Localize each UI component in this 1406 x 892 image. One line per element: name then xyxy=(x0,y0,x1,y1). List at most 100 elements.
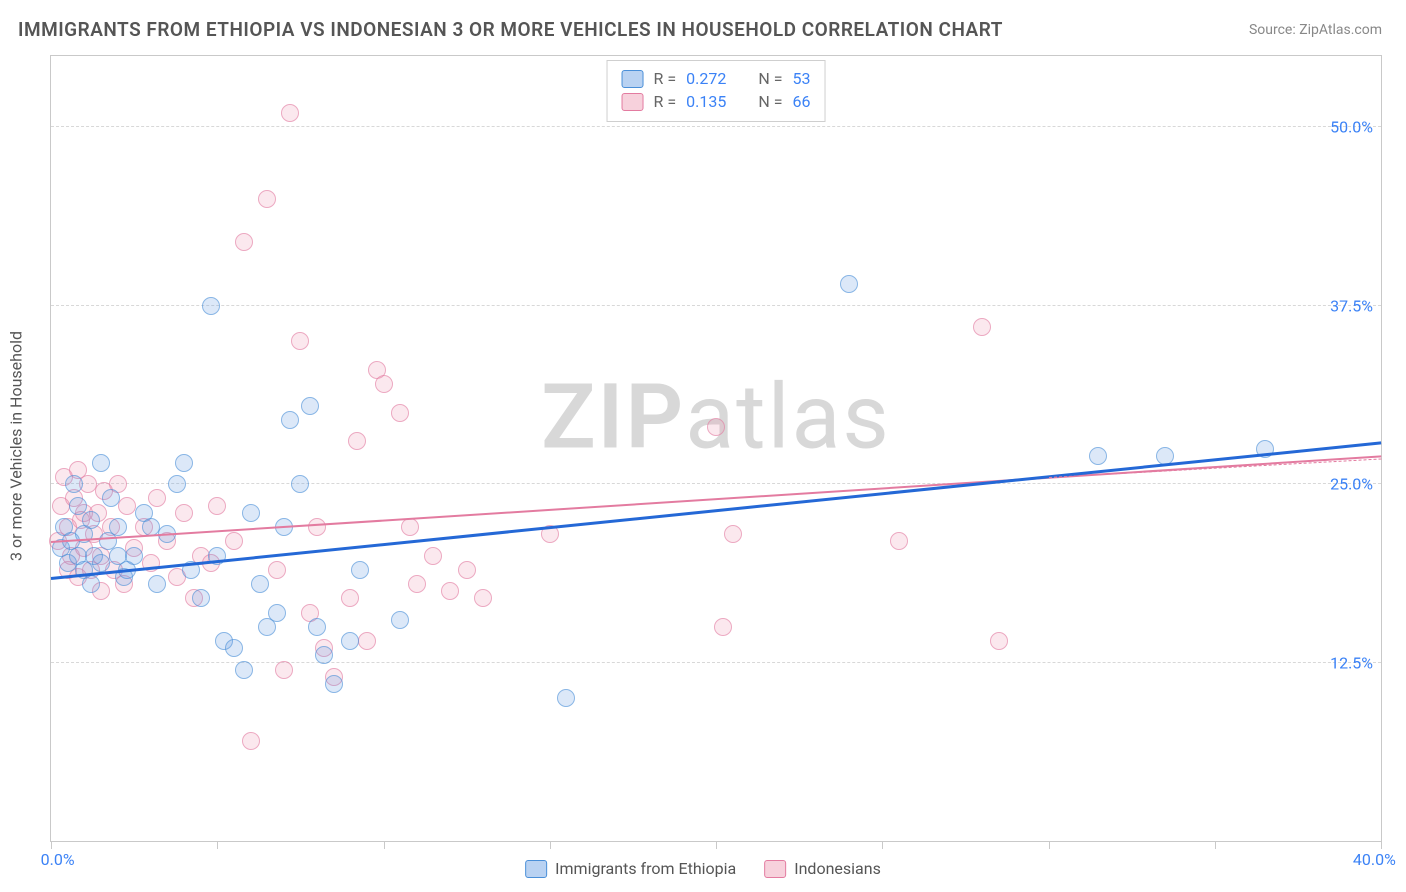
legend-stats-row: R = 0.272 N = 53 xyxy=(622,67,811,90)
scatter-point xyxy=(308,618,326,636)
gridline xyxy=(51,662,1381,663)
scatter-point xyxy=(275,661,293,679)
y-tick-label: 12.5% xyxy=(1330,653,1373,672)
scatter-point xyxy=(168,475,186,493)
scatter-point xyxy=(714,618,732,636)
n-value: 53 xyxy=(792,69,810,88)
y-axis-label: 3 or more Vehicles in Household xyxy=(7,331,26,561)
scatter-point xyxy=(840,275,858,293)
scatter-point xyxy=(82,511,100,529)
x-tick-mark xyxy=(1049,841,1050,849)
scatter-point xyxy=(92,454,110,472)
scatter-point xyxy=(348,432,366,450)
scatter-point xyxy=(341,589,359,607)
scatter-point xyxy=(175,504,193,522)
scatter-point xyxy=(125,547,143,565)
scatter-point xyxy=(175,454,193,472)
scatter-point xyxy=(291,332,309,350)
scatter-point xyxy=(557,689,575,707)
scatter-point xyxy=(301,397,319,415)
watermark: ZIPatlas xyxy=(541,365,891,470)
scatter-point xyxy=(281,104,299,122)
scatter-point xyxy=(424,547,442,565)
chart-title: IMMIGRANTS FROM ETHIOPIA VS INDONESIAN 3… xyxy=(18,18,1003,41)
x-tick-mark xyxy=(51,841,52,849)
scatter-point xyxy=(358,632,376,650)
r-label: R = xyxy=(654,69,677,88)
scatter-point xyxy=(192,589,210,607)
swatch-pink xyxy=(764,860,786,878)
scatter-point xyxy=(291,475,309,493)
x-tick-mark xyxy=(384,841,385,849)
scatter-point xyxy=(408,575,426,593)
gridline xyxy=(51,126,1381,127)
scatter-point xyxy=(401,518,419,536)
x-tick-mark xyxy=(1215,841,1216,849)
scatter-point xyxy=(242,732,260,750)
legend-item: Indonesians xyxy=(764,859,881,878)
scatter-point xyxy=(308,518,326,536)
swatch-pink xyxy=(622,93,644,111)
scatter-point xyxy=(315,646,333,664)
n-label: N = xyxy=(758,69,782,88)
scatter-point xyxy=(325,675,343,693)
legend-label: Indonesians xyxy=(794,859,881,878)
scatter-point xyxy=(707,418,725,436)
watermark-rest: atlas xyxy=(685,365,891,470)
r-value: 0.272 xyxy=(686,69,726,88)
scatter-point xyxy=(281,411,299,429)
scatter-point xyxy=(242,504,260,522)
scatter-point xyxy=(268,561,286,579)
chart-area: ZIPatlas R = 0.272 N = 53 R = 0.135 N = … xyxy=(50,55,1382,842)
gridline xyxy=(51,483,1381,484)
x-tick-mark xyxy=(550,841,551,849)
scatter-point xyxy=(474,589,492,607)
scatter-point xyxy=(391,404,409,422)
swatch-blue xyxy=(525,860,547,878)
legend-stats: R = 0.272 N = 53 R = 0.135 N = 66 xyxy=(607,60,826,122)
x-tick-mark xyxy=(716,841,717,849)
scatter-point xyxy=(724,525,742,543)
scatter-point xyxy=(458,561,476,579)
legend-label: Immigrants from Ethiopia xyxy=(555,859,736,878)
scatter-point xyxy=(341,632,359,650)
scatter-point xyxy=(92,554,110,572)
x-tick-mark xyxy=(1381,841,1382,849)
r-label: R = xyxy=(654,92,677,111)
x-tick-mark xyxy=(217,841,218,849)
scatter-point xyxy=(109,518,127,536)
scatter-point xyxy=(208,497,226,515)
watermark-bold: ZIP xyxy=(541,365,685,470)
x-tick-max: 40.0% xyxy=(1353,850,1396,869)
source-label: Source: ZipAtlas.com xyxy=(1249,22,1382,38)
scatter-point xyxy=(990,632,1008,650)
swatch-blue xyxy=(622,70,644,88)
n-value: 66 xyxy=(792,92,810,111)
scatter-point xyxy=(268,604,286,622)
x-tick-mark xyxy=(882,841,883,849)
scatter-point xyxy=(82,575,100,593)
scatter-point xyxy=(251,575,269,593)
legend-series: Immigrants from Ethiopia Indonesians xyxy=(525,859,881,878)
scatter-point xyxy=(258,190,276,208)
scatter-point xyxy=(890,532,908,550)
scatter-point xyxy=(148,489,166,507)
scatter-point xyxy=(441,582,459,600)
scatter-point xyxy=(225,532,243,550)
scatter-point xyxy=(235,661,253,679)
gridline xyxy=(51,305,1381,306)
scatter-point xyxy=(225,639,243,657)
scatter-point xyxy=(202,297,220,315)
scatter-point xyxy=(102,489,120,507)
scatter-point xyxy=(375,375,393,393)
scatter-point xyxy=(351,561,369,579)
y-tick-label: 25.0% xyxy=(1330,475,1373,494)
scatter-point xyxy=(973,318,991,336)
scatter-point xyxy=(69,497,87,515)
n-label: N = xyxy=(758,92,782,111)
legend-stats-row: R = 0.135 N = 66 xyxy=(622,90,811,113)
scatter-point xyxy=(65,475,83,493)
scatter-point xyxy=(118,497,136,515)
scatter-point xyxy=(148,575,166,593)
x-tick-min: 0.0% xyxy=(41,850,75,869)
